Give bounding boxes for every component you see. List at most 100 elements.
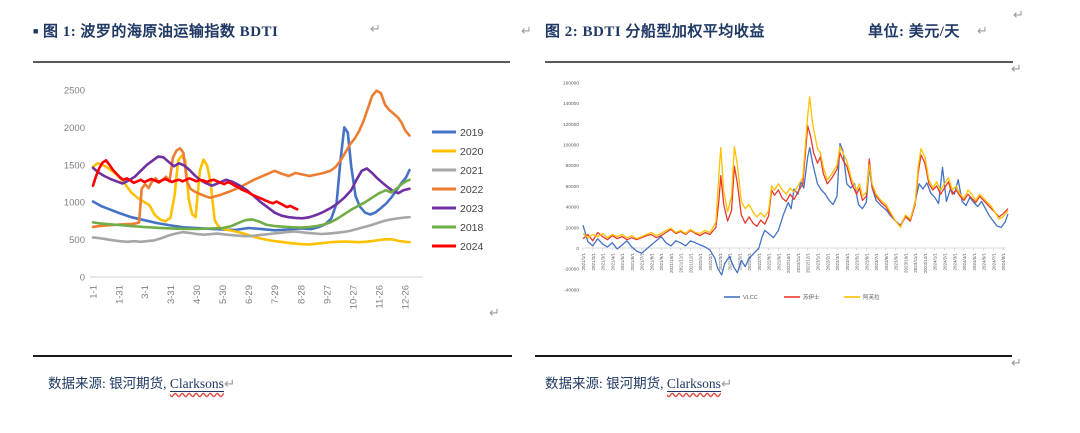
- svg-text:2022/2/1: 2022/2/1: [708, 253, 713, 271]
- svg-text:2022/6/1: 2022/6/1: [747, 253, 752, 271]
- svg-text:2024/1/1: 2024/1/1: [933, 253, 938, 271]
- svg-text:2024/2/1: 2024/2/1: [942, 253, 947, 271]
- svg-text:1-31: 1-31: [115, 285, 126, 304]
- figure2-unit: 单位: 美元/天: [868, 20, 960, 41]
- svg-text:2023/11/1: 2023/11/1: [913, 253, 918, 273]
- svg-text:2022/1/1: 2022/1/1: [698, 253, 703, 271]
- svg-text:VLCC: VLCC: [743, 295, 758, 301]
- series-VLCC: [582, 142, 1009, 276]
- bullet-square-icon: ■: [33, 26, 39, 36]
- svg-text:5-30: 5-30: [218, 285, 229, 304]
- svg-text:3-1: 3-1: [140, 285, 151, 299]
- figure1-bottom-rule: [33, 355, 512, 357]
- svg-text:60000: 60000: [566, 184, 580, 190]
- figure2-unit-text: 单位: 美元/天: [868, 24, 960, 40]
- svg-text:2023/5/1: 2023/5/1: [855, 253, 860, 271]
- svg-text:2021/4/1: 2021/4/1: [610, 253, 615, 271]
- svg-text:2022/12/1: 2022/12/1: [806, 253, 811, 274]
- svg-text:2022/3/1: 2022/3/1: [718, 253, 723, 271]
- svg-text:2021/6/1: 2021/6/1: [630, 253, 635, 271]
- svg-text:2021/9/1: 2021/9/1: [659, 253, 664, 271]
- paragraph-mark-icon: ↵: [720, 376, 733, 392]
- figure2-top-rule: [545, 61, 1013, 63]
- svg-text:2018: 2018: [460, 222, 484, 234]
- svg-text:2020: 2020: [460, 146, 484, 158]
- series-2023: [91, 155, 411, 220]
- figure2-bottom-rule: [535, 355, 1012, 357]
- figure2-source: 数据来源: 银河期货, Clarksons↵: [545, 372, 732, 392]
- series-2018: [91, 178, 411, 231]
- svg-text:500: 500: [69, 235, 85, 246]
- figure1-source: 数据来源: 银河期货, Clarksons↵: [48, 372, 235, 392]
- svg-text:2023/10/1: 2023/10/1: [903, 253, 908, 274]
- svg-text:0: 0: [576, 246, 579, 252]
- svg-text:2023/12/1: 2023/12/1: [923, 253, 928, 274]
- svg-text:2021/10/1: 2021/10/1: [669, 253, 674, 274]
- svg-text:2023/7/1: 2023/7/1: [874, 253, 879, 271]
- svg-text:140000: 140000: [563, 101, 579, 107]
- bdti-earnings-chart: -40000 -20000 0 20000 40000 60000 80000 100000 1…: [563, 80, 1009, 301]
- figure1-title: ■ 图 1: 波罗的海原油运输指数 BDTI: [33, 20, 278, 41]
- series-2019: [91, 126, 411, 232]
- paragraph-mark-icon: ↵: [223, 376, 236, 392]
- svg-text:11-26: 11-26: [375, 285, 386, 309]
- svg-text:120000: 120000: [563, 122, 579, 128]
- paragraph-mark-icon: ↵: [521, 24, 532, 39]
- svg-text:2023: 2023: [460, 203, 484, 215]
- svg-text:2023/4/1: 2023/4/1: [845, 253, 850, 271]
- svg-text:2022/7/1: 2022/7/1: [757, 253, 762, 271]
- series-2022: [91, 89, 411, 229]
- svg-text:2023/9/1: 2023/9/1: [894, 253, 899, 271]
- svg-text:2500: 2500: [64, 86, 85, 97]
- svg-text:8-28: 8-28: [296, 285, 307, 304]
- figure1-top-rule: [33, 61, 510, 63]
- svg-text:2024/5/1: 2024/5/1: [972, 253, 977, 271]
- svg-text:2021/12/1: 2021/12/1: [688, 253, 693, 274]
- svg-text:2022/11/1: 2022/11/1: [796, 253, 801, 273]
- svg-text:2022: 2022: [460, 184, 484, 196]
- svg-text:2021/1/1: 2021/1/1: [581, 253, 586, 271]
- figure2-title: 图 2: BDTI 分船型加权平均收益: [545, 20, 765, 41]
- paragraph-mark-icon: ↵: [1011, 356, 1022, 371]
- svg-text:4-30: 4-30: [192, 285, 203, 304]
- svg-text:2021/3/1: 2021/3/1: [601, 253, 606, 271]
- svg-text:2021/5/1: 2021/5/1: [620, 253, 625, 271]
- svg-text:7-29: 7-29: [270, 285, 281, 304]
- svg-text:2023/2/1: 2023/2/1: [825, 253, 830, 271]
- paragraph-mark-icon: ↵: [1013, 8, 1024, 23]
- svg-text:2022/4/1: 2022/4/1: [728, 253, 733, 271]
- source-prefix: 数据来源: 银河期货,: [545, 376, 667, 391]
- svg-text:阿芙拉: 阿芙拉: [863, 293, 880, 301]
- series-阿芙拉: [582, 96, 1009, 240]
- svg-text:0: 0: [80, 273, 85, 284]
- svg-text:2021/8/1: 2021/8/1: [649, 253, 654, 271]
- svg-text:2024/6/1: 2024/6/1: [982, 253, 987, 271]
- svg-text:10-27: 10-27: [348, 285, 359, 309]
- clarksons-link[interactable]: Clarksons: [169, 376, 224, 392]
- paragraph-mark-icon: ↵: [1011, 62, 1022, 77]
- svg-text:2023/6/1: 2023/6/1: [864, 253, 869, 271]
- paragraph-mark-icon: ↵: [977, 24, 988, 39]
- clarksons-link[interactable]: Clarksons: [666, 376, 721, 392]
- svg-text:苏伊士: 苏伊士: [803, 293, 820, 301]
- series-苏伊士: [582, 125, 1009, 242]
- svg-text:2022/5/1: 2022/5/1: [737, 253, 742, 271]
- bdti-index-chart: 0 500 1000 1500 2000 2500 1-1 1-31 3-1 3-31 4-30 5-…: [64, 86, 484, 310]
- figure2-title-text: 图 2: BDTI 分船型加权平均收益: [545, 24, 765, 40]
- svg-text:1-1: 1-1: [89, 285, 100, 299]
- svg-text:40000: 40000: [566, 205, 580, 211]
- svg-text:2024/7/1: 2024/7/1: [991, 253, 996, 271]
- svg-text:2021/2/1: 2021/2/1: [591, 253, 596, 271]
- svg-text:2024/3/1: 2024/3/1: [952, 253, 957, 271]
- svg-text:2022/9/1: 2022/9/1: [776, 253, 781, 271]
- svg-text:-20000: -20000: [564, 267, 579, 273]
- svg-text:160000: 160000: [563, 80, 579, 86]
- paragraph-mark-icon: ↵: [370, 22, 381, 37]
- paragraph-mark-icon: ↵: [489, 306, 500, 321]
- svg-text:2024: 2024: [460, 241, 484, 253]
- svg-text:2021: 2021: [460, 165, 484, 177]
- svg-text:2023/1/1: 2023/1/1: [815, 253, 820, 271]
- svg-text:6-29: 6-29: [244, 285, 255, 304]
- svg-text:100000: 100000: [563, 143, 579, 149]
